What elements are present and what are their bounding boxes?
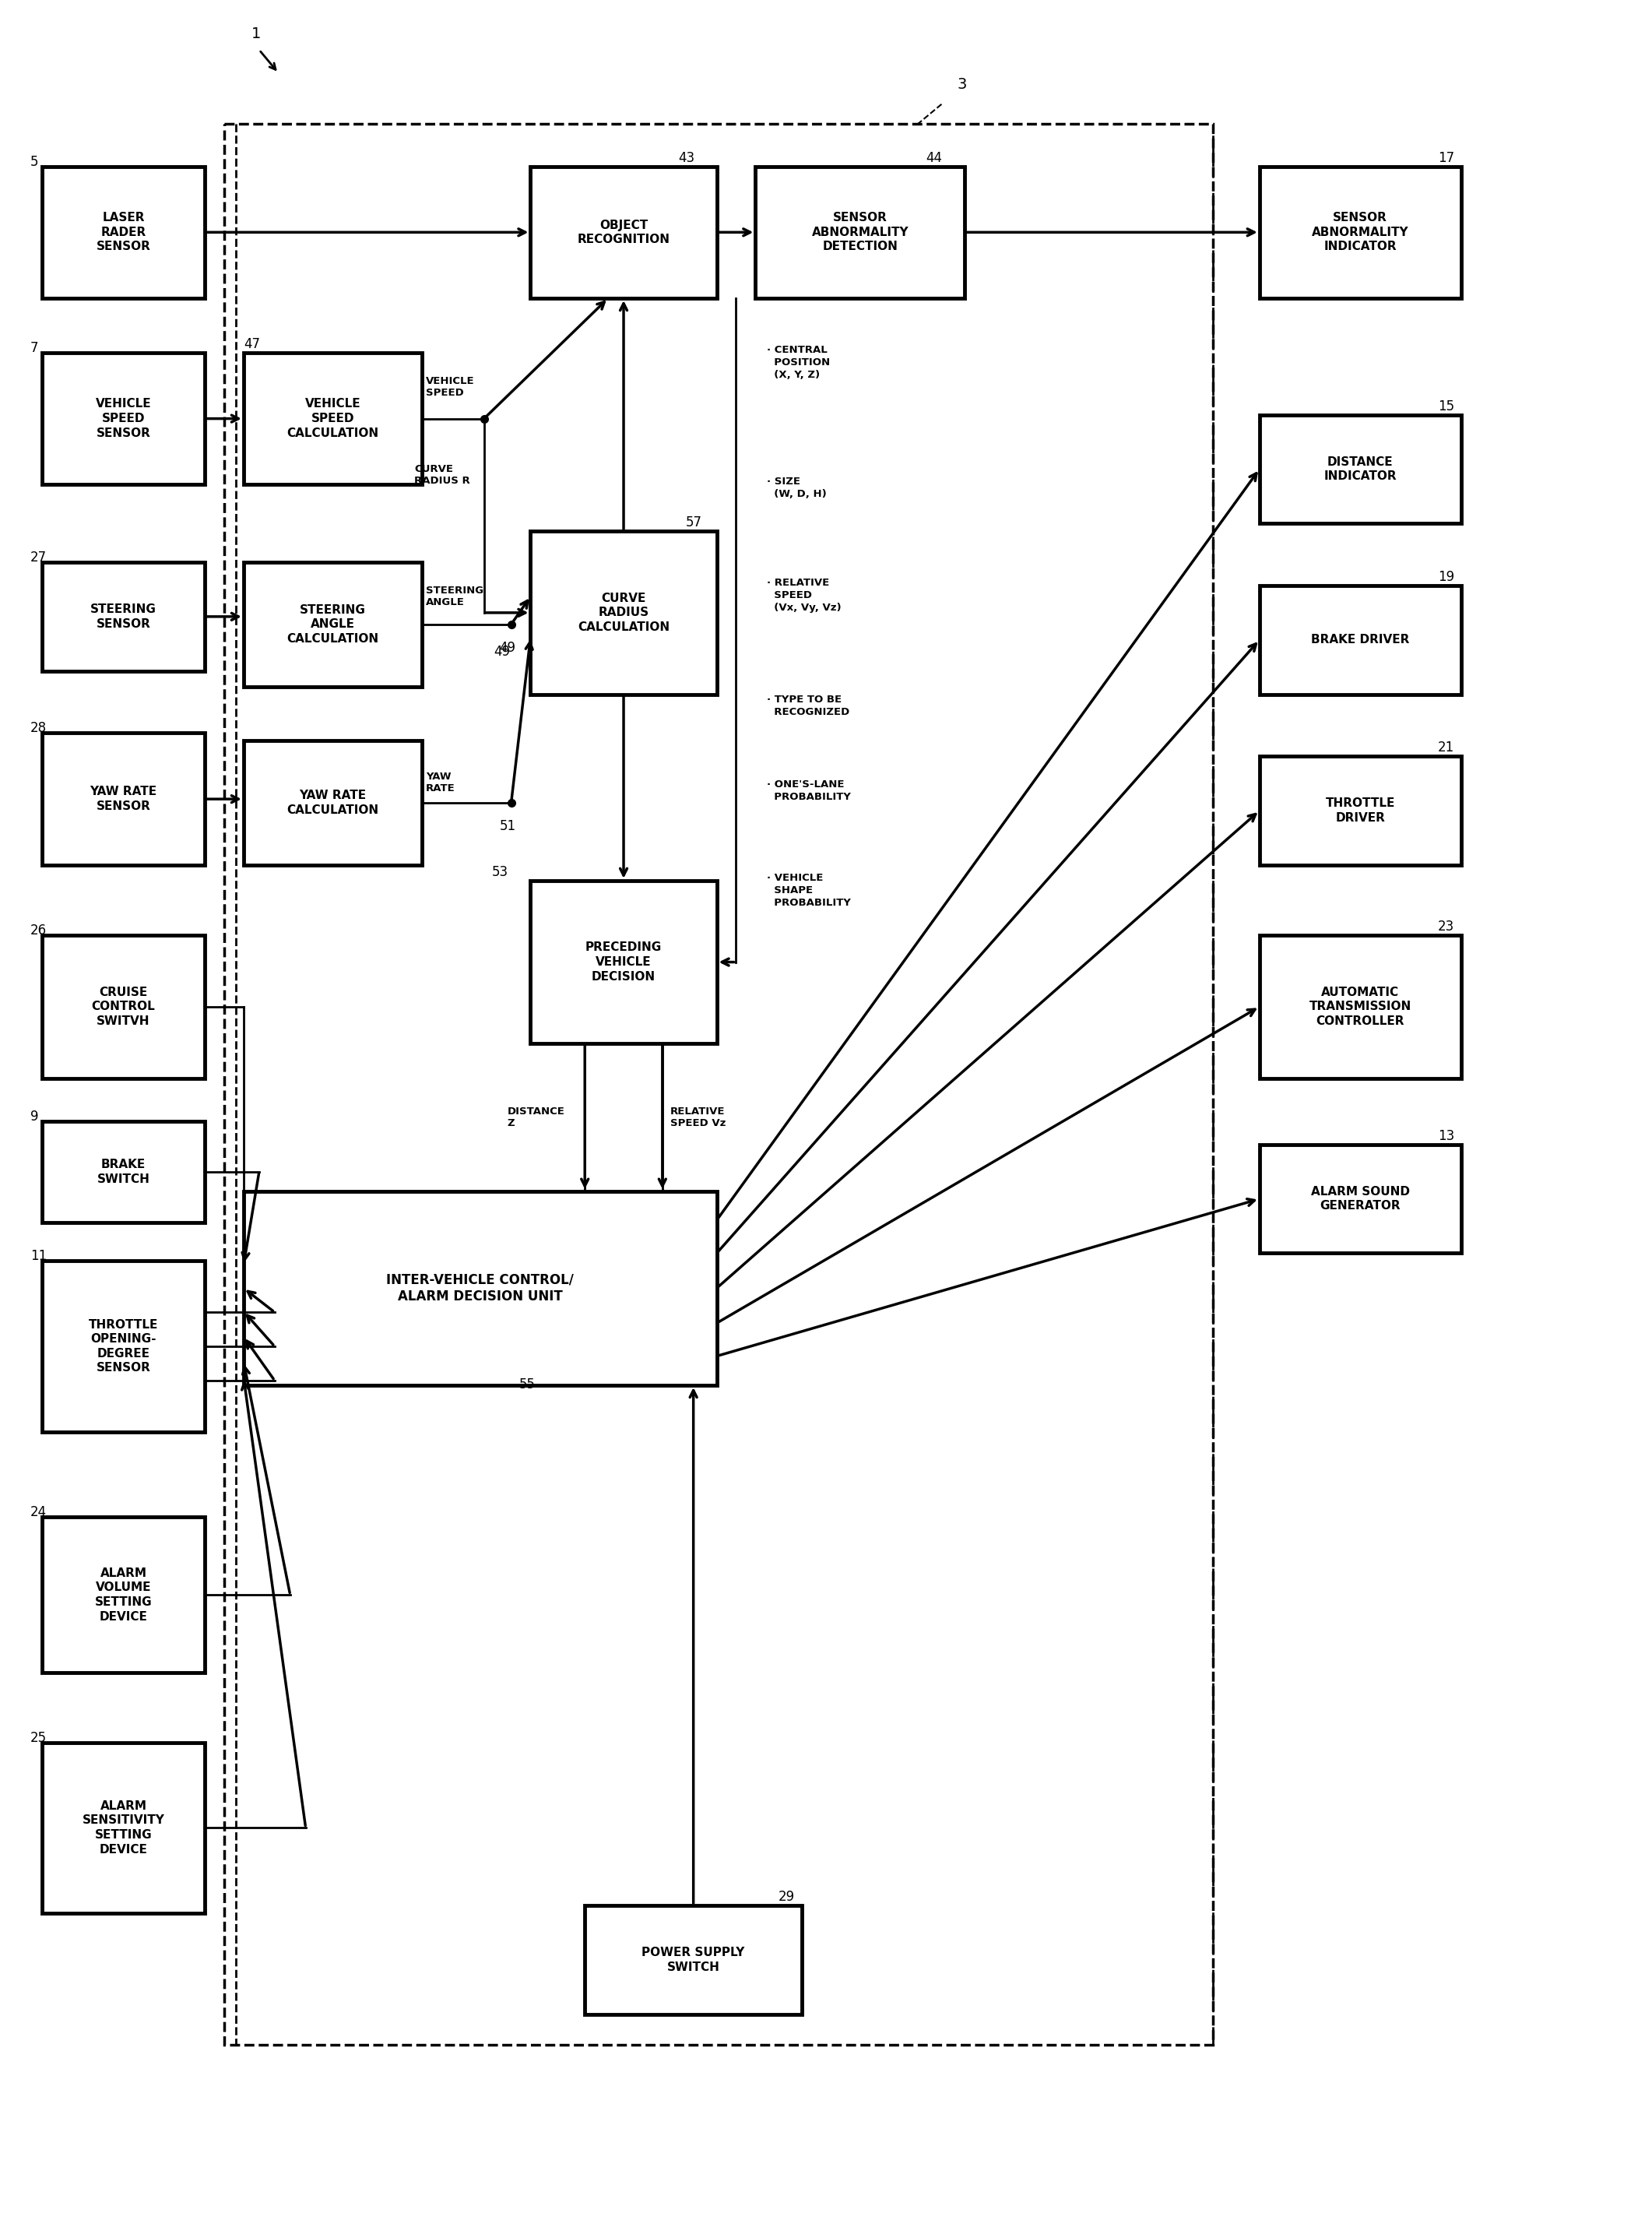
Text: · SIZE
  (W, D, H): · SIZE (W, D, H) (767, 476, 826, 500)
Text: CURVE
RADIUS R: CURVE RADIUS R (415, 465, 471, 487)
Text: 9: 9 (30, 1109, 38, 1124)
Text: 5: 5 (30, 155, 38, 168)
Bar (41, 1518, 205, 1673)
Text: THROTTLE
OPENING-
DEGREE
SENSOR: THROTTLE OPENING- DEGREE SENSOR (89, 1319, 159, 1374)
Text: · VEHICLE
  SHAPE
  PROBABILITY: · VEHICLE SHAPE PROBABILITY (767, 872, 851, 907)
Bar (1259, 414, 1460, 524)
Bar (41, 352, 205, 485)
Bar (41, 1122, 205, 1222)
Text: BRAKE DRIVER: BRAKE DRIVER (1312, 635, 1409, 646)
Text: 51: 51 (499, 819, 515, 834)
Text: 27: 27 (30, 551, 46, 564)
Text: YAW RATE
CALCULATION: YAW RATE CALCULATION (287, 790, 378, 817)
Text: 26: 26 (30, 923, 46, 938)
Text: STEERING
ANGLE: STEERING ANGLE (426, 586, 484, 606)
Bar (41, 934, 205, 1078)
Text: 3: 3 (957, 77, 966, 91)
Text: 28: 28 (30, 721, 46, 735)
Text: VEHICLE
SPEED: VEHICLE SPEED (426, 376, 474, 398)
Text: CURVE
RADIUS
CALCULATION: CURVE RADIUS CALCULATION (578, 593, 669, 633)
Text: 53: 53 (492, 865, 509, 879)
Bar (530, 881, 717, 1045)
Text: · RELATIVE
  SPEED
  (Vx, Vy, Vz): · RELATIVE SPEED (Vx, Vy, Vz) (767, 578, 841, 613)
Text: YAW RATE
SENSOR: YAW RATE SENSOR (89, 786, 157, 812)
Text: ALARM
VOLUME
SETTING
DEVICE: ALARM VOLUME SETTING DEVICE (94, 1567, 152, 1622)
Text: 1: 1 (251, 27, 261, 42)
Text: BRAKE
SWITCH: BRAKE SWITCH (97, 1160, 150, 1184)
Text: VEHICLE
SPEED
SENSOR: VEHICLE SPEED SENSOR (96, 398, 152, 438)
Bar (225, 124, 1213, 2045)
Text: 23: 23 (1437, 918, 1454, 934)
Text: THROTTLE
DRIVER: THROTTLE DRIVER (1325, 797, 1394, 823)
Bar (1259, 1144, 1460, 1253)
Text: ALARM
SENSITIVITY
SETTING
DEVICE: ALARM SENSITIVITY SETTING DEVICE (83, 1799, 165, 1854)
Text: 15: 15 (1437, 398, 1454, 414)
Text: 49: 49 (494, 644, 510, 659)
Text: · TYPE TO BE
  RECOGNIZED: · TYPE TO BE RECOGNIZED (767, 695, 849, 717)
Text: DISTANCE
INDICATOR: DISTANCE INDICATOR (1323, 456, 1396, 482)
Bar (41, 733, 205, 865)
Text: · ONE'S-LANE
  PROBABILITY: · ONE'S-LANE PROBABILITY (767, 779, 851, 803)
Text: 55: 55 (519, 1376, 535, 1392)
Bar (755, 166, 965, 299)
Text: 47: 47 (243, 336, 259, 352)
Text: 17: 17 (1437, 150, 1454, 164)
Text: VEHICLE
SPEED
CALCULATION: VEHICLE SPEED CALCULATION (287, 398, 378, 438)
Text: LASER
RADER
SENSOR: LASER RADER SENSOR (96, 212, 150, 252)
Text: OBJECT
RECOGNITION: OBJECT RECOGNITION (577, 219, 671, 246)
Text: STEERING
ANGLE
CALCULATION: STEERING ANGLE CALCULATION (287, 604, 378, 644)
Text: DISTANCE
Z: DISTANCE Z (507, 1106, 565, 1129)
Bar (530, 531, 717, 695)
Text: STEERING
SENSOR: STEERING SENSOR (91, 604, 157, 631)
Text: SENSOR
ABNORMALITY
DETECTION: SENSOR ABNORMALITY DETECTION (811, 212, 909, 252)
Bar (41, 1742, 205, 1914)
Text: AUTOMATIC
TRANSMISSION
CONTROLLER: AUTOMATIC TRANSMISSION CONTROLLER (1308, 987, 1411, 1027)
Text: 29: 29 (778, 1890, 795, 1903)
Text: 21: 21 (1437, 741, 1454, 755)
Text: 19: 19 (1437, 571, 1454, 584)
Bar (1259, 166, 1460, 299)
Bar (530, 166, 717, 299)
Bar (585, 1905, 801, 2014)
Bar (41, 166, 205, 299)
Bar (1259, 934, 1460, 1078)
Text: 24: 24 (30, 1505, 46, 1520)
Text: 57: 57 (686, 516, 702, 529)
Text: ALARM SOUND
GENERATOR: ALARM SOUND GENERATOR (1310, 1186, 1409, 1213)
Text: CRUISE
CONTROL
SWITVH: CRUISE CONTROL SWITVH (91, 987, 155, 1027)
Text: 44: 44 (927, 150, 942, 164)
Text: INTER-VEHICLE CONTROL/
ALARM DECISION UNIT: INTER-VEHICLE CONTROL/ ALARM DECISION UN… (387, 1272, 573, 1303)
Text: RELATIVE
SPEED Vz: RELATIVE SPEED Vz (671, 1106, 725, 1129)
Bar (41, 1261, 205, 1432)
Bar (243, 562, 421, 686)
Text: PRECEDING
VEHICLE
DECISION: PRECEDING VEHICLE DECISION (585, 943, 662, 983)
Text: 49: 49 (499, 640, 515, 655)
Bar (41, 562, 205, 671)
Bar (243, 352, 421, 485)
Text: 7: 7 (30, 341, 38, 354)
Text: 25: 25 (30, 1731, 46, 1744)
Bar (1259, 757, 1460, 865)
Text: 13: 13 (1437, 1129, 1454, 1144)
Bar (243, 741, 421, 865)
Text: POWER SUPPLY
SWITCH: POWER SUPPLY SWITCH (643, 1947, 745, 1972)
Text: SENSOR
ABNORMALITY
INDICATOR: SENSOR ABNORMALITY INDICATOR (1312, 212, 1409, 252)
Text: 43: 43 (677, 150, 694, 164)
Text: · CENTRAL
  POSITION
  (X, Y, Z): · CENTRAL POSITION (X, Y, Z) (767, 345, 831, 381)
Text: 11: 11 (30, 1250, 46, 1264)
Text: YAW
RATE: YAW RATE (426, 772, 456, 794)
Bar (1259, 586, 1460, 695)
Bar (243, 1191, 717, 1385)
